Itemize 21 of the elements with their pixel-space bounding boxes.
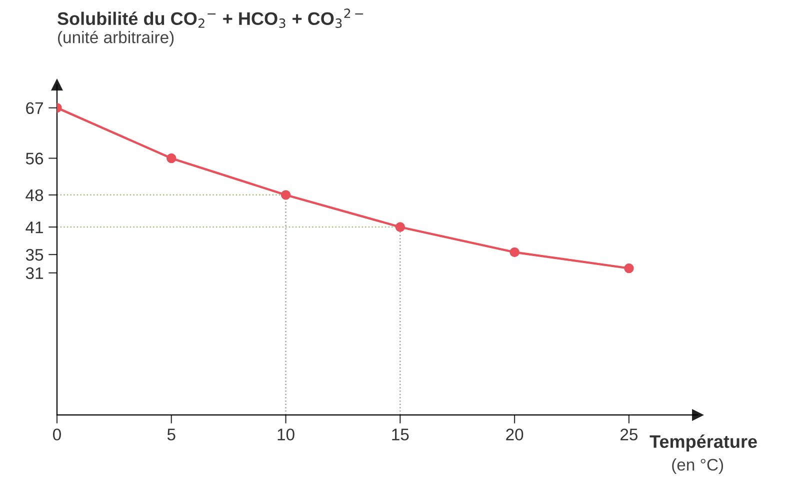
point	[395, 222, 406, 232]
point	[624, 263, 634, 274]
x-tick-label: 0	[53, 428, 61, 440]
x-tick-label: 10	[278, 428, 294, 440]
text: (unité arbitraire)	[58, 30, 174, 47]
text: (en °C)	[672, 458, 724, 474]
x-tick-label: 15	[392, 428, 409, 440]
y-tick-label: 56	[26, 152, 44, 164]
point	[510, 247, 520, 258]
y-axis-title: Solubilité du CO$_{2}$$^{−}$ + HCO$_{3}$ + CO$_{3}$$^{2−}$	[58, 8, 364, 28]
x-tick-label: 20	[506, 428, 524, 440]
x-axis-title: Température	[650, 434, 757, 452]
y-tick-label: 35	[26, 248, 44, 261]
x-tick-label: 5	[167, 428, 176, 440]
x-tick-label: 25	[620, 428, 638, 440]
point	[166, 153, 176, 164]
y-tick-label: 48	[26, 189, 44, 202]
y-tick-label: 41	[26, 222, 43, 234]
point	[280, 190, 291, 200]
y-tick-label: 31	[26, 267, 43, 280]
y-tick-label: 67	[26, 102, 43, 114]
